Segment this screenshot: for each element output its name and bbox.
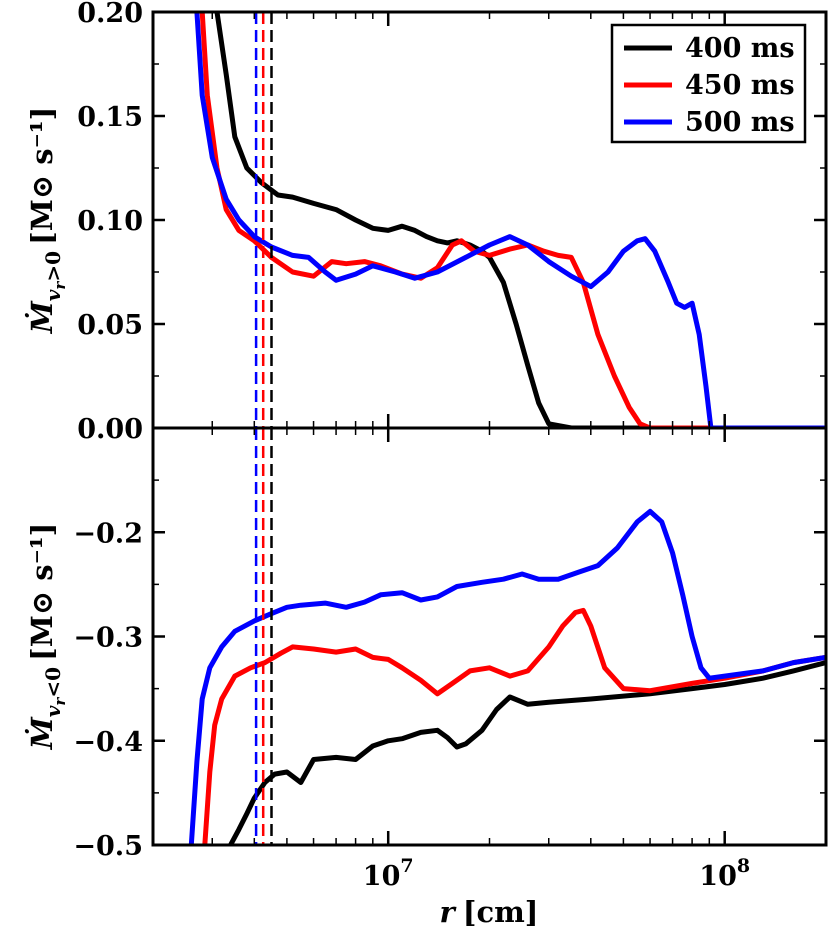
outflow-y-axis-label: Ṁvr>0[M⊙ s⁻¹] xyxy=(24,107,69,335)
inflow-series-group xyxy=(188,508,826,845)
inflow-y-tick-label: −0.5 xyxy=(73,831,143,862)
inflow-y-tick-label: −0.2 xyxy=(73,518,143,549)
x-tick-label: 107 xyxy=(363,855,414,892)
outflow-panel: 0.00 0.05 0.10 0.15 0.20 Ṁvr>0[M⊙ s⁻¹] xyxy=(24,0,828,445)
outflow-y-tick-label: 0.00 xyxy=(77,414,143,445)
inflow-series-400-ms xyxy=(228,660,826,845)
outflow-y-tick-label: 0.15 xyxy=(77,102,143,133)
inflow-radius-markers xyxy=(254,428,273,845)
outflow-ticks: 0.00 0.05 0.10 0.15 0.20 xyxy=(77,0,827,445)
legend-label-500-ms: 500 ms xyxy=(685,107,795,138)
inflow-y-tick-label: −0.3 xyxy=(73,623,143,654)
inflow-axes-frame xyxy=(151,426,828,847)
outflow-y-tick-label: 0.10 xyxy=(77,206,143,237)
outflow-y-tick-label: 0.20 xyxy=(77,0,143,29)
outflow-radius-markers xyxy=(254,12,273,428)
x-axis-label: r [cm] xyxy=(439,895,538,929)
outflow-series-400-ms xyxy=(214,12,826,428)
inflow-y-tick-label: −0.4 xyxy=(73,727,143,758)
inflow-ticks: −0.5 −0.4 −0.3 −0.2 107 108 xyxy=(73,427,827,892)
inflow-panel: −0.5 −0.4 −0.3 −0.2 107 108 Ṁvr<0[M⊙ s⁻¹] r [c… xyxy=(24,426,828,929)
x-tick-label: 108 xyxy=(699,855,750,892)
inflow-y-axis-label: Ṁvr<0[M⊙ s⁻¹] xyxy=(24,523,69,751)
inflow-series-450-ms xyxy=(202,607,826,845)
outflow-series-450-ms xyxy=(199,12,826,428)
legend-label-450-ms: 450 ms xyxy=(685,70,795,101)
legend-label-400-ms: 400 ms xyxy=(685,33,795,64)
legend: 400 ms 450 ms 500 ms xyxy=(610,23,807,144)
outflow-y-tick-label: 0.05 xyxy=(77,310,143,341)
